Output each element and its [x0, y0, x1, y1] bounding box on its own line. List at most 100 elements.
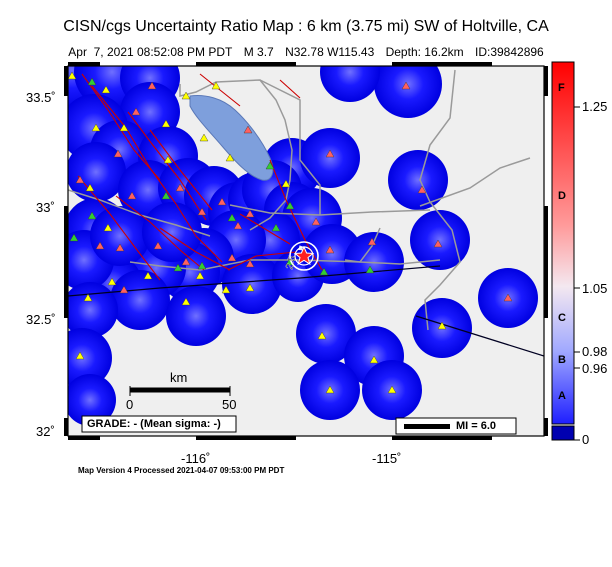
station-triangle — [503, 293, 513, 302]
station-triangle — [325, 149, 335, 158]
epicenter: 2.5 — [284, 241, 319, 271]
station-triangle — [181, 297, 191, 306]
colorbar-letter-b: B — [558, 354, 566, 366]
contour-label: 2.5 — [284, 254, 298, 271]
coverage-disc — [410, 210, 470, 270]
coverage-disc — [90, 206, 150, 266]
colorbar-value-0: 0 — [582, 432, 590, 447]
coverage-disc — [320, 66, 380, 102]
map-footer: Map Version 4 Processed 2021-04-07 09:53… — [78, 466, 285, 475]
coverage-disc — [300, 128, 360, 188]
station-triangle — [91, 123, 101, 132]
coverage-disc — [68, 374, 116, 426]
event-date: Apr 7, 2021 08:52:08 PM PDT — [68, 45, 233, 59]
station-triangle — [217, 197, 227, 206]
event-depth: Depth: 16.2km — [385, 45, 464, 59]
station-triangle — [225, 153, 235, 162]
mi-legend — [395, 417, 517, 435]
station-triangle — [101, 85, 111, 94]
event-coords: N32.78 W115.43 — [285, 45, 375, 59]
station-triangle — [103, 223, 113, 232]
event-id: ID:39842896 — [474, 45, 544, 59]
colorbar-value-0-98: 0.98 — [582, 344, 608, 359]
station-triangle — [245, 259, 255, 268]
station-triangle — [417, 185, 427, 194]
event-info: Apr 7, 2021 08:52:08 PM PDT M 3.7 N32.78… — [0, 45, 612, 59]
station-triangle — [75, 351, 85, 360]
station-triangle — [131, 107, 141, 116]
coverage-disc — [68, 328, 112, 388]
coverage-disc — [166, 286, 226, 346]
station-triangle — [147, 81, 157, 90]
lat-label-32: 32˚ — [36, 424, 55, 439]
colorbar-letter-c: C — [558, 312, 566, 324]
station-triangle — [87, 77, 97, 86]
station-triangle — [325, 385, 335, 394]
station-triangle — [75, 175, 85, 184]
station-triangle — [369, 355, 379, 364]
station-triangle — [87, 211, 97, 220]
station-triangle — [173, 263, 183, 272]
station-triangle — [175, 183, 185, 192]
station-triangle — [85, 183, 95, 192]
colorbar-letter-a: A — [558, 390, 566, 402]
coverage-disc — [374, 66, 442, 118]
coverage-disc — [388, 150, 448, 210]
station-triangle — [245, 209, 255, 218]
station-triangle — [119, 285, 129, 294]
grade-box — [81, 415, 237, 433]
coverage-disc — [222, 254, 282, 314]
coverage-disc — [68, 282, 118, 338]
station-triangle — [197, 261, 207, 270]
scale-unit: km — [170, 370, 188, 385]
mi-text: MI = 6.0 — [456, 420, 497, 432]
station-triangle — [311, 217, 321, 226]
station-triangle — [119, 123, 129, 132]
station-triangle — [181, 91, 191, 100]
roads — [68, 69, 531, 331]
station-triangle — [161, 119, 171, 128]
station-triangle — [83, 293, 93, 302]
station-triangle — [317, 331, 327, 340]
station-triangle — [95, 241, 105, 250]
station-triangle — [433, 239, 443, 248]
station-triangle — [325, 245, 335, 254]
station-triangle — [153, 241, 163, 250]
colorbar-value-1-05: 1.05 — [582, 281, 608, 296]
station-triangle — [233, 221, 243, 230]
coverage-disc — [110, 270, 170, 330]
colorbar — [551, 61, 580, 441]
station-triangle — [68, 71, 77, 80]
colorbar-value-1-25: 1.25 — [582, 99, 608, 114]
station-triangle — [227, 213, 237, 222]
station-triangle — [281, 179, 291, 188]
station-triangle — [285, 201, 295, 210]
lon-label-115: -115˚ — [372, 451, 402, 466]
station-triangle — [243, 125, 253, 134]
grade-text: GRADE: - (Mean sigma: -) — [87, 418, 221, 430]
station-triangle — [199, 133, 209, 142]
colorbar-letter-f: F — [558, 82, 565, 94]
station-triangle — [181, 257, 191, 266]
station-triangle — [319, 267, 329, 276]
scale-start: 0 — [126, 397, 134, 412]
station-triangle — [163, 155, 173, 164]
lon-label-116: -116˚ — [181, 451, 211, 466]
station-triangle — [437, 321, 447, 330]
station-triangle — [113, 149, 123, 158]
stations — [68, 71, 513, 394]
station-triangle — [211, 81, 221, 90]
station-triangle — [115, 243, 125, 252]
scale-bar — [129, 386, 231, 396]
lat-label-32-5: 32.5˚ — [26, 312, 56, 327]
station-triangle — [161, 191, 171, 200]
station-triangle — [367, 237, 377, 246]
coverage-disc — [68, 142, 126, 202]
frame-ticks — [64, 62, 548, 440]
station-triangle — [69, 233, 79, 242]
station-triangle — [107, 277, 117, 286]
station-triangle — [197, 207, 207, 216]
station-triangle — [401, 81, 411, 90]
epicenter-star — [293, 245, 315, 266]
